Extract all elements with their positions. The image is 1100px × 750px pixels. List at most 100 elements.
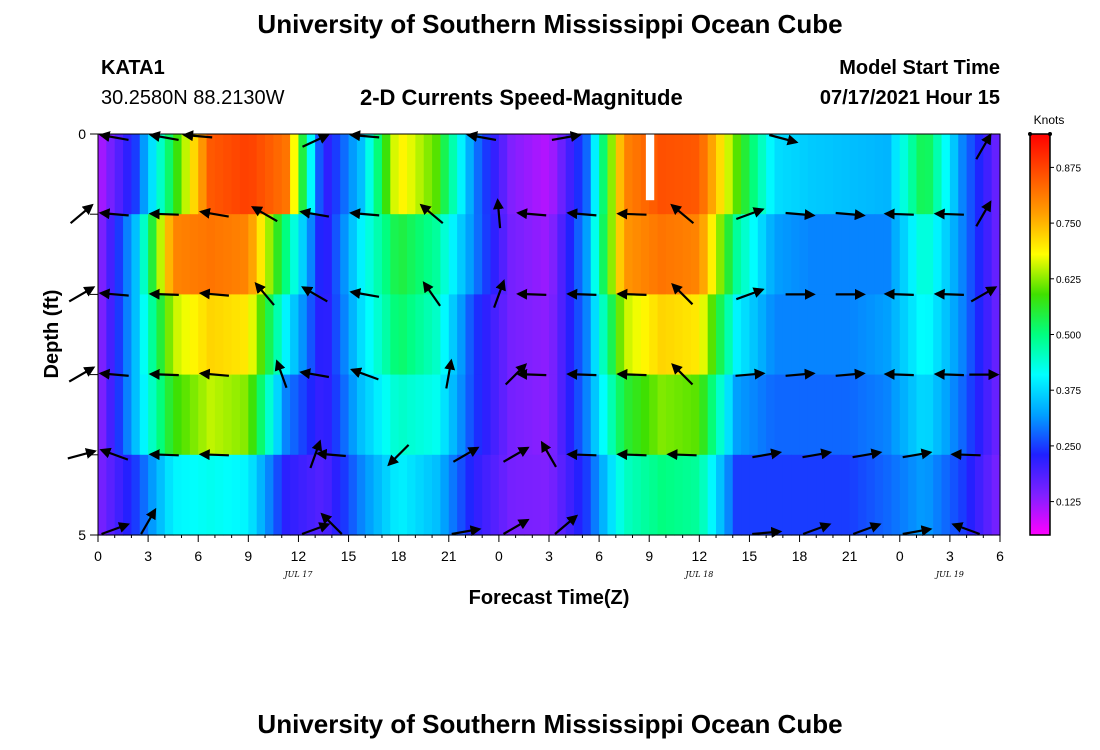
x-axis: 0 3 6 9 12 15 18 21 0 3 6 9 12 15 18 21 0 3 6 JUL 17 JUL 18 J… (94, 535, 1004, 579)
current-vector-arrow (98, 208, 129, 220)
heatmap-cell (148, 214, 158, 295)
heatmap-cell (799, 454, 809, 536)
colorbar-gradient (1029, 133, 1051, 536)
heatmap-cell (365, 374, 375, 456)
heatmap-cell (248, 454, 258, 536)
heatmap-cell (398, 374, 408, 456)
heatmap-cell (373, 214, 383, 295)
date-label: JUL 19 (934, 570, 964, 579)
heatmap-cell (498, 294, 508, 376)
heatmap-cell (231, 454, 241, 536)
heatmap-cell (716, 294, 725, 376)
heatmap-cell (991, 134, 1001, 215)
colorbar-tick-label: 0.750 (1056, 219, 1081, 230)
heatmap-cell (507, 374, 517, 456)
heatmap-cell (716, 214, 725, 295)
current-vector-arrow (752, 526, 783, 538)
heatmap-cell (331, 294, 341, 376)
heatmap-cell (866, 374, 876, 456)
heatmap-cell (757, 134, 767, 215)
heatmap-cell (398, 294, 408, 376)
heatmap-cell (707, 134, 717, 215)
heatmap-cell (206, 374, 216, 456)
heatmap-cell (649, 214, 659, 295)
heatmap-cell (356, 454, 366, 536)
current-vector-arrow (516, 208, 547, 220)
x-tick-label: 0 (896, 548, 904, 564)
heatmap-cell (640, 294, 650, 376)
heatmap-cell (657, 134, 667, 215)
heatmap-cell (440, 454, 450, 536)
heatmap-cell (540, 454, 550, 536)
heatmap-cell (148, 374, 158, 456)
heatmap-cell (315, 214, 325, 295)
heatmap-cell (615, 134, 625, 215)
heatmap-cell (832, 454, 842, 536)
current-vector-arrow (148, 208, 179, 220)
x-tick-label: 9 (244, 548, 252, 564)
heatmap-cell (549, 214, 558, 295)
current-vector-arrow (504, 363, 528, 386)
heatmap-cell (590, 134, 600, 215)
heatmap-cell (724, 214, 734, 295)
heatmap-cell (716, 454, 725, 536)
heatmap-cell (974, 294, 984, 376)
heatmap-cell (331, 134, 341, 215)
heatmap-cell (599, 214, 609, 295)
heatmap-cell (348, 374, 358, 456)
current-vector-arrow (516, 368, 547, 380)
current-vector-arrow (835, 209, 866, 221)
current-vector-arrow (975, 200, 992, 227)
heatmap-cell (340, 454, 350, 536)
heatmap-cell (582, 454, 592, 536)
heatmap-cell (298, 134, 308, 215)
heatmap-cell (131, 294, 141, 376)
current-vector-arrow (444, 358, 456, 389)
heatmap-cell (749, 294, 759, 376)
heatmap-cell (983, 214, 993, 295)
heatmap-cell (206, 214, 216, 295)
heatmap-cell (732, 214, 742, 295)
heatmap-cell (523, 214, 533, 295)
heatmap-cell (674, 374, 684, 456)
heatmap-cell (98, 134, 107, 215)
current-vector-arrow (250, 206, 278, 223)
current-vector-arrow (68, 366, 96, 383)
heatmap-cell (924, 454, 934, 536)
heatmap-cell (741, 374, 751, 456)
heatmap-cell (816, 374, 826, 456)
heatmap-cell (615, 214, 625, 295)
heatmap-cell (198, 214, 208, 295)
heatmap-cell (665, 134, 675, 215)
heatmap-cell (290, 374, 300, 456)
heatmap-cell (958, 374, 968, 456)
heatmap-cell (665, 214, 675, 295)
heatmap-cell (306, 454, 316, 536)
heatmap-cell (423, 374, 433, 456)
current-vector-arrow (502, 518, 530, 535)
heatmap-cell (841, 294, 851, 376)
heatmap-cell (807, 214, 817, 295)
colorbar-tick-label: 0.125 (1056, 498, 1081, 509)
heatmap-cell (139, 134, 149, 215)
heatmap-cell (933, 294, 943, 376)
heatmap-cell (532, 454, 542, 536)
heatmap-cell (908, 454, 918, 536)
heatmap-cell (214, 214, 224, 295)
heatmap-cell (991, 294, 1001, 376)
heatmap-cell (799, 214, 809, 295)
model-start-value: 07/17/2021 Hour 15 (819, 87, 1000, 109)
heatmap-cell (624, 134, 634, 215)
heatmap-cell (974, 214, 984, 295)
heatmap-cell (799, 374, 809, 456)
heatmap-cell (407, 214, 416, 295)
heatmap-cell (373, 294, 383, 376)
heatmap-cell (582, 214, 592, 295)
heatmap-cell (966, 134, 976, 215)
heatmap-cell (916, 214, 926, 295)
heatmap-cell (858, 454, 867, 536)
station-coordinates: 30.2580N 88.2130W (101, 87, 285, 109)
heatmap-cell (156, 294, 166, 376)
heatmap-cell (423, 214, 433, 295)
current-vector-arrow (970, 286, 998, 303)
